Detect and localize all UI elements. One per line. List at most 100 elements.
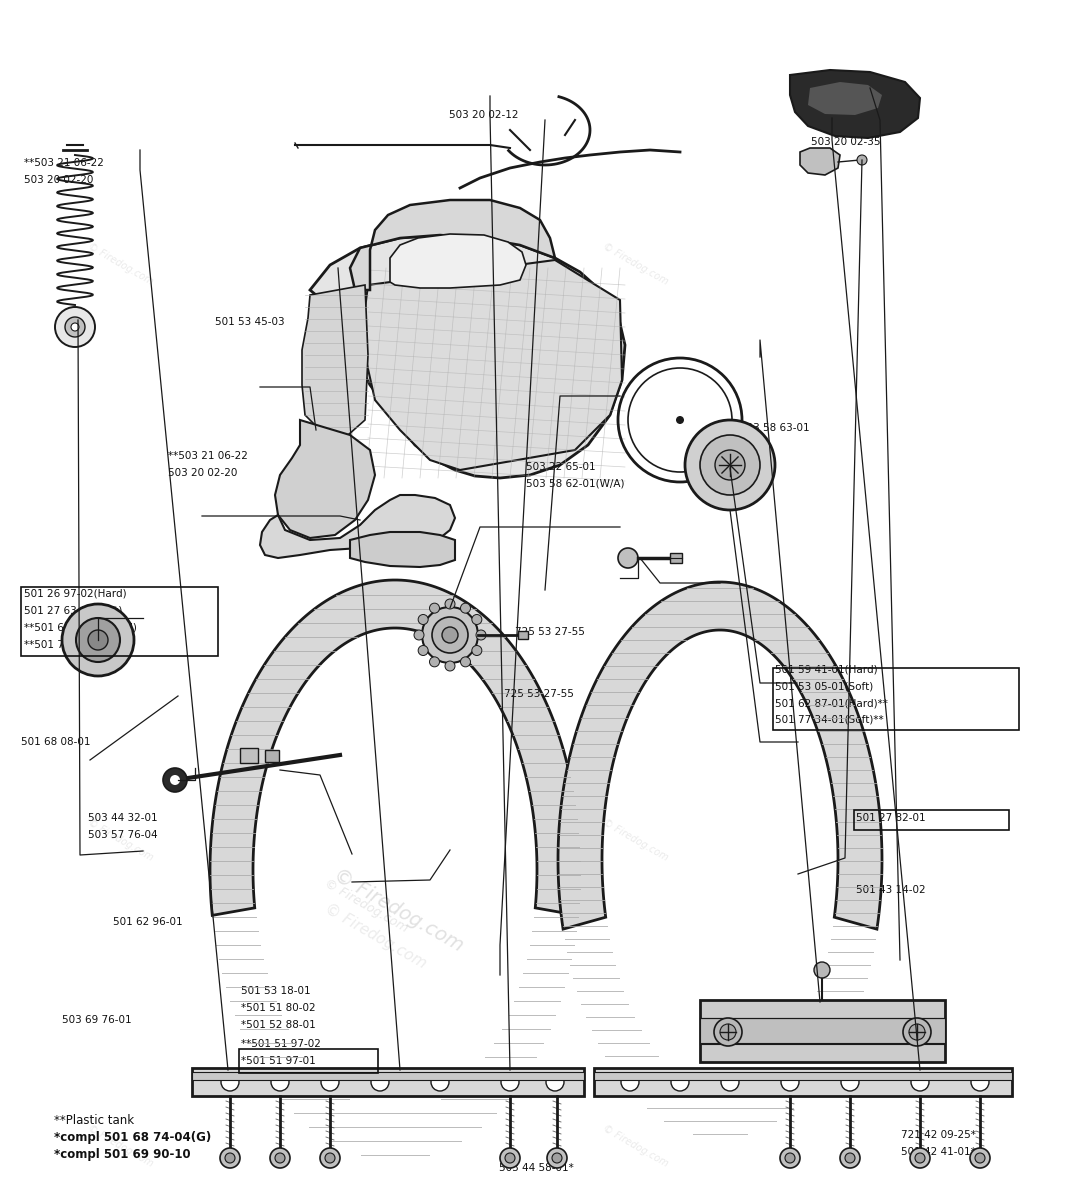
Text: 501 62 87-01(Hard)**: 501 62 87-01(Hard)** <box>775 698 887 708</box>
Circle shape <box>715 450 745 480</box>
Circle shape <box>429 656 440 667</box>
Circle shape <box>780 1148 800 1168</box>
Circle shape <box>903 1018 931 1046</box>
Polygon shape <box>275 420 374 538</box>
Text: 503 20 02-35: 503 20 02-35 <box>811 137 881 146</box>
Circle shape <box>472 614 482 624</box>
Bar <box>265 750 279 762</box>
Text: © Firedog.com: © Firedog.com <box>322 901 429 971</box>
Circle shape <box>170 775 180 785</box>
Text: 725 53 27-55: 725 53 27-55 <box>504 689 574 698</box>
Text: 501 68 08-01: 501 68 08-01 <box>21 737 91 746</box>
Circle shape <box>76 618 120 662</box>
Text: *501 52 88-01: *501 52 88-01 <box>241 1020 317 1030</box>
Bar <box>518 631 528 638</box>
Circle shape <box>422 607 477 662</box>
Circle shape <box>552 1153 562 1163</box>
Bar <box>192 1068 584 1096</box>
Circle shape <box>911 1073 929 1091</box>
Text: 503 69 76-01: 503 69 76-01 <box>62 1015 132 1025</box>
Polygon shape <box>302 284 368 434</box>
Text: © Firedog.com: © Firedog.com <box>86 241 155 287</box>
Text: © Firedog.com: © Firedog.com <box>601 1123 670 1169</box>
Bar <box>670 553 682 563</box>
Text: 503 44 58-01*: 503 44 58-01* <box>499 1163 574 1172</box>
Polygon shape <box>790 70 920 138</box>
Polygon shape <box>808 82 882 115</box>
Circle shape <box>62 604 134 676</box>
Text: *compl 501 68 74-04(G): *compl 501 68 74-04(G) <box>54 1132 211 1144</box>
Bar <box>21 587 218 656</box>
Circle shape <box>505 1153 515 1163</box>
Circle shape <box>371 1073 389 1091</box>
Text: **Plastic tank: **Plastic tank <box>54 1115 134 1127</box>
Circle shape <box>476 630 486 640</box>
Text: *compl 501 69 90-10: *compl 501 69 90-10 <box>54 1148 190 1160</box>
Circle shape <box>546 1073 564 1091</box>
Text: 503 20 02-20: 503 20 02-20 <box>168 468 238 478</box>
Text: © Firedog.com: © Firedog.com <box>601 241 670 287</box>
Circle shape <box>55 307 95 347</box>
Bar <box>239 1049 378 1073</box>
Circle shape <box>721 1073 739 1091</box>
Text: 503 57 76-04: 503 57 76-04 <box>88 830 158 840</box>
Text: 501 77 34-01(Soft)**: 501 77 34-01(Soft)** <box>775 715 883 725</box>
Circle shape <box>841 1073 859 1091</box>
Circle shape <box>700 434 760 494</box>
Circle shape <box>720 1024 736 1040</box>
Text: **501 51 97-02: **501 51 97-02 <box>241 1039 321 1049</box>
Text: 501 53 45-03: 501 53 45-03 <box>215 317 284 326</box>
Text: 503 58 62-01(W/A): 503 58 62-01(W/A) <box>526 479 624 488</box>
Bar <box>240 748 258 763</box>
Text: 503 58 63-01: 503 58 63-01 <box>740 424 810 433</box>
Bar <box>700 1000 945 1062</box>
Text: 725 53 27-55: 725 53 27-55 <box>515 628 585 637</box>
Text: 501 27 63-01(Soft): 501 27 63-01(Soft) <box>24 606 122 616</box>
Circle shape <box>321 1073 339 1091</box>
Circle shape <box>163 768 187 792</box>
Text: 501 51 81-02*: 501 51 81-02* <box>856 1044 931 1054</box>
Circle shape <box>71 323 79 331</box>
Circle shape <box>501 1073 519 1091</box>
Circle shape <box>857 155 867 164</box>
Text: 503 21 06-32**: 503 21 06-32** <box>811 120 891 130</box>
Circle shape <box>547 1148 567 1168</box>
Polygon shape <box>310 235 624 478</box>
Text: 721 42 12-26**: 721 42 12-26** <box>856 1010 937 1020</box>
Circle shape <box>221 1073 239 1091</box>
Text: 501 42 41-01*: 501 42 41-01* <box>901 1147 976 1157</box>
Bar <box>594 1072 1012 1080</box>
Text: 501 59 41-01(Hard): 501 59 41-01(Hard) <box>775 665 878 674</box>
Circle shape <box>500 1148 520 1168</box>
Circle shape <box>320 1148 340 1168</box>
Text: 501 53 05-01(Soft): 501 53 05-01(Soft) <box>775 682 873 691</box>
Text: 501 62 96-01: 501 62 96-01 <box>113 917 182 926</box>
Circle shape <box>418 614 428 624</box>
Text: **503 21 06-22: **503 21 06-22 <box>168 451 248 461</box>
Text: **503 21 06-22: **503 21 06-22 <box>24 158 103 168</box>
Text: 501 43 14-02: 501 43 14-02 <box>856 886 926 895</box>
Circle shape <box>975 1153 985 1163</box>
Text: © Firedog.com: © Firedog.com <box>330 865 467 955</box>
Text: © Firedog.com: © Firedog.com <box>86 817 155 863</box>
Polygon shape <box>350 200 555 290</box>
Polygon shape <box>210 580 580 916</box>
Bar <box>773 668 1019 730</box>
Circle shape <box>909 1024 925 1040</box>
Circle shape <box>429 604 440 613</box>
Circle shape <box>414 630 424 640</box>
Text: 503 20 02-20: 503 20 02-20 <box>24 175 93 185</box>
Bar <box>854 810 1009 830</box>
Text: © Firedog.com: © Firedog.com <box>86 1123 155 1169</box>
Polygon shape <box>350 532 455 566</box>
Circle shape <box>445 661 455 671</box>
Circle shape <box>220 1148 240 1168</box>
Text: 503 22 65-01: 503 22 65-01 <box>526 462 596 472</box>
Circle shape <box>431 1073 449 1091</box>
Circle shape <box>971 1073 989 1091</box>
Circle shape <box>714 1018 743 1046</box>
Text: 501 26 97-02(Hard): 501 26 97-02(Hard) <box>24 589 127 599</box>
Circle shape <box>846 1153 855 1163</box>
Circle shape <box>671 1073 689 1091</box>
Text: **501 69 94-01(Hard): **501 69 94-01(Hard) <box>24 623 136 632</box>
